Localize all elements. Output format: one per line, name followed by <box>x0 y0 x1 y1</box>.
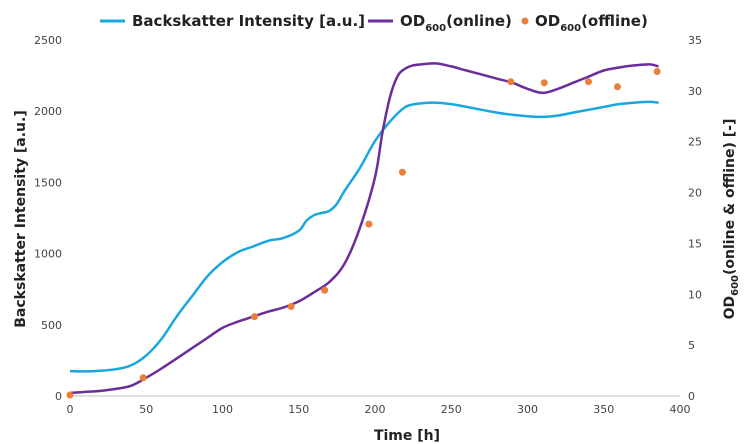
y-right-tick-label: 20 <box>688 187 702 200</box>
od-offline-point <box>321 286 329 294</box>
x-tick-label: 50 <box>139 403 153 416</box>
legend-swatch-od-offline <box>521 17 529 25</box>
y-left-tick-label: 2500 <box>34 34 62 47</box>
od-offline-point <box>365 220 373 228</box>
od-offline-point <box>251 313 259 321</box>
legend-label-od-offline: OD600(offline) <box>535 12 648 34</box>
od-offline-point <box>585 78 592 86</box>
y-right-tick-label: 15 <box>688 237 702 250</box>
x-tick-label: 100 <box>212 403 233 416</box>
y-right-tick-label: 25 <box>688 136 702 149</box>
y-left-tick-label: 500 <box>41 319 62 332</box>
y-left-tick-label: 2000 <box>34 105 62 118</box>
x-tick-label: 250 <box>441 403 462 416</box>
y-left-tick-labels: 0 500 1000 1500 2000 2500 <box>34 34 62 403</box>
y-right-axis-title: OD600(online & offline) [-] <box>722 119 741 320</box>
y-right-tick-label: 30 <box>688 85 702 98</box>
y-right-tick-labels: 0 5 10 15 20 25 30 35 <box>688 34 702 403</box>
x-tick-label: 200 <box>365 403 386 416</box>
x-tick-label: 0 <box>67 403 74 416</box>
y-right-tick-label: 10 <box>688 288 702 301</box>
od-offline-point <box>66 391 74 399</box>
y-right-tick-label: 35 <box>688 34 702 47</box>
od-offline-point <box>287 302 295 310</box>
y-left-axis-title: Backskatter Intensity [a.u.] <box>13 110 29 327</box>
y-right-tick-label: 5 <box>688 339 695 352</box>
od-offline-point <box>540 79 548 87</box>
x-axis-title: Time [h] <box>374 428 440 444</box>
x-tick-label: 350 <box>593 403 614 416</box>
od-offline-point <box>613 83 621 91</box>
x-tick-labels: 0 50 100 150 200 250 300 350 400 <box>67 403 691 416</box>
y-left-tick-label: 1000 <box>34 248 62 261</box>
y-left-tick-label: 1500 <box>34 176 62 189</box>
legend-label-od-online: OD600(online) <box>400 12 512 34</box>
y-right-tick-label: 0 <box>688 390 695 403</box>
od-offline-point <box>139 374 147 382</box>
series-od-offline-points <box>66 68 661 399</box>
x-tick-label: 150 <box>288 403 309 416</box>
series-backscatter-line <box>69 100 659 373</box>
od-offline-point <box>398 168 406 176</box>
x-tick-label: 300 <box>517 403 538 416</box>
legend-label-backscatter: Backskatter Intensity [a.u.] <box>132 12 365 30</box>
y-left-tick-label: 0 <box>55 390 62 403</box>
legend: Backskatter Intensity [a.u.] OD600(onlin… <box>100 12 648 34</box>
od-offline-point <box>653 68 661 76</box>
series-od-online-line <box>69 62 659 395</box>
x-tick-label: 400 <box>670 403 691 416</box>
od-offline-point <box>507 78 515 86</box>
